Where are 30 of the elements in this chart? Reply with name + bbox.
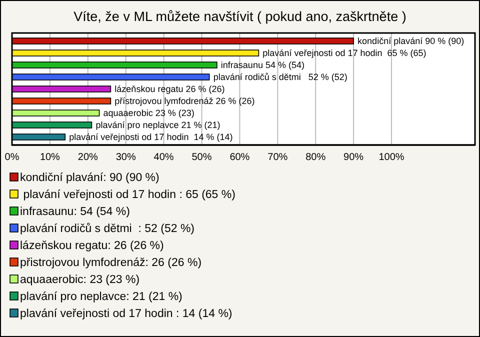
data-label: infrasaunu 54 % (54) — [220, 60, 304, 70]
x-tick-label: 80% — [306, 152, 326, 163]
x-tick-label: 20% — [78, 152, 98, 163]
legend-label: přistrojovou lymfodrenáž: 26 (26 %) — [20, 257, 202, 269]
x-tick-label: 10% — [40, 152, 60, 163]
legend-label: plavání rodičů s dětmi : 52 (52 %) — [20, 222, 195, 235]
data-label: plavání veřejnosti od 17 hodin 65 % (65) — [262, 48, 426, 58]
chart-title: Víte, že v ML můžete navštívit ( pokud ano, zaškrtněte ) — [74, 9, 406, 24]
legend-label: plavání veřejnosti od 17 hodin : 14 (14 %) — [20, 308, 232, 320]
x-tick-label: 40% — [154, 152, 174, 163]
legend-label: aquaaerobic: 23 (23 %) — [20, 274, 140, 286]
legend-label: infrasaunu: 54 (54 %) — [20, 206, 130, 218]
legend-label: plavání veřejnosti od 17 hodin : 65 (65 %) — [20, 189, 236, 201]
data-label: plavání rodičů s dětmi 52 % (52) — [213, 72, 348, 82]
x-tick-label: 100% — [378, 152, 404, 163]
data-label: aquaaerobic 23 % (23) — [103, 108, 194, 118]
x-tick-label: 90% — [344, 152, 364, 163]
data-label: lázeňskou regatu 26 % (26) — [114, 84, 225, 94]
x-tick-label: 50% — [192, 152, 212, 163]
data-label: přístrojovou lymfodrenáž 26 % (26) — [114, 96, 255, 106]
legend-label: lázeňskou regatu: 26 (26 %) — [20, 240, 164, 252]
x-tick-label: 70% — [268, 152, 288, 163]
data-label: plavání pro neplavce 21 % (21) — [96, 120, 220, 130]
data-label: kondiční plavání 90 % (90) — [358, 36, 464, 46]
data-label: plavání veřejnosti od 17 hodin 14 % (14) — [69, 132, 233, 142]
legend-label: plavání pro neplavce: 21 (21 %) — [20, 291, 183, 303]
x-tick-label: 60% — [230, 152, 250, 163]
legend-label: kondiční plavání: 90 (90 %) — [20, 172, 160, 184]
x-tick-label: 30% — [116, 152, 136, 163]
x-tick-label: 0% — [4, 152, 20, 163]
